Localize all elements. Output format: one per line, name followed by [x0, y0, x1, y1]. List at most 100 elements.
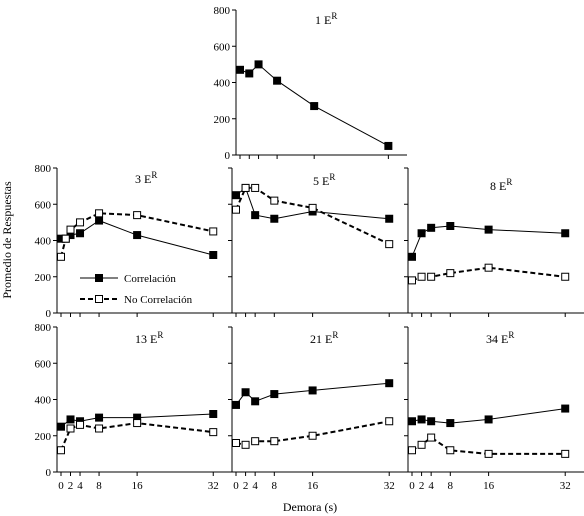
data-point-correlacion — [95, 216, 104, 225]
legend: Correlación No Correlación — [80, 273, 193, 306]
x-tick-label: 4 — [428, 480, 434, 492]
data-point-correlacion — [385, 214, 394, 223]
x-tick-label: 4 — [252, 480, 258, 492]
data-point-no-correlacion — [446, 446, 455, 455]
data-point-correlacion — [133, 231, 142, 240]
data-point-no-correlacion — [232, 205, 240, 214]
data-point-no-correlacion — [76, 218, 85, 227]
legend-marker — [95, 274, 103, 282]
legend-label: No Correlación — [124, 294, 193, 306]
data-point-no-correlacion — [385, 240, 394, 249]
data-point-no-correlacion — [251, 183, 260, 192]
data-point-correlacion — [232, 400, 240, 409]
data-point-correlacion — [446, 222, 455, 230]
legend-marker — [95, 295, 103, 303]
x-tick-label: 2 — [243, 480, 249, 492]
data-point-no-correlacion — [61, 234, 70, 243]
data-point-no-correlacion — [427, 433, 436, 442]
data-point-no-correlacion — [270, 196, 279, 205]
data-point-no-correlacion — [385, 417, 394, 426]
y-tick-label: 0 — [46, 308, 52, 320]
x-tick-label: 32 — [384, 480, 395, 492]
data-point-correlacion — [427, 417, 436, 426]
data-point-correlacion — [561, 404, 570, 413]
data-point-correlacion — [254, 60, 263, 69]
data-point-no-correlacion — [484, 263, 493, 272]
x-tick-label: 16 — [307, 480, 319, 492]
x-tick-label: 2 — [419, 480, 425, 492]
data-point-no-correlacion — [57, 252, 65, 261]
x-tick-label: 4 — [77, 480, 83, 492]
data-point-correlacion — [427, 223, 436, 232]
y-tick-label: 800 — [35, 163, 52, 175]
data-point-no-correlacion — [66, 225, 75, 234]
data-point-no-correlacion — [417, 440, 426, 449]
data-point-correlacion — [417, 415, 426, 424]
panel-label: 21 ER — [310, 330, 338, 346]
data-point-correlacion — [236, 65, 244, 74]
data-point-correlacion — [76, 229, 85, 238]
data-point-no-correlacion — [308, 203, 317, 212]
y-tick-label: 200 — [35, 272, 52, 284]
data-point-correlacion — [385, 379, 394, 388]
x-tick-label: 32 — [208, 480, 219, 492]
x-tick-label: 16 — [483, 480, 495, 492]
data-point-no-correlacion — [417, 272, 426, 281]
data-point-correlacion — [408, 417, 416, 426]
y-tick-label: 800 — [214, 5, 231, 17]
data-point-correlacion — [209, 410, 218, 418]
legend-label: Correlación — [124, 273, 176, 285]
data-point-correlacion — [251, 211, 260, 220]
panel-label: 1 ER — [315, 11, 337, 27]
x-tick-label: 0 — [233, 480, 239, 492]
panel: 0 2 4 8 16 32 34 ER — [404, 326, 584, 492]
panel-label: 34 ER — [486, 330, 514, 346]
data-point-correlacion — [273, 76, 282, 85]
x-tick-label: 0 — [58, 480, 64, 492]
panel: 0 200 400 600 800 3 ER — [35, 163, 232, 320]
y-tick-label: 0 — [46, 467, 52, 479]
data-point-no-correlacion — [133, 211, 142, 220]
panel: 0 200 400 600 800 1 ER — [214, 5, 407, 162]
data-point-correlacion — [245, 69, 254, 78]
data-point-no-correlacion — [57, 446, 65, 455]
data-point-correlacion — [209, 251, 218, 259]
data-point-no-correlacion — [133, 419, 142, 428]
data-point-correlacion — [484, 415, 493, 424]
y-tick-label: 400 — [35, 395, 52, 407]
data-point-correlacion — [308, 386, 317, 395]
data-point-no-correlacion — [308, 431, 317, 440]
x-tick-label: 2 — [68, 480, 74, 492]
data-point-correlacion — [561, 229, 570, 238]
y-tick-label: 800 — [35, 322, 52, 334]
data-point-no-correlacion — [408, 446, 416, 455]
data-point-no-correlacion — [427, 272, 436, 281]
data-point-no-correlacion — [241, 440, 250, 449]
panel-label: 8 ER — [490, 177, 512, 193]
x-tick-label: 8 — [448, 480, 454, 492]
panel-label: 5 ER — [313, 172, 335, 188]
y-tick-label: 600 — [214, 41, 231, 53]
panel-label: 13 ER — [135, 330, 163, 346]
y-tick-label: 600 — [35, 358, 52, 370]
data-point-no-correlacion — [95, 424, 104, 433]
data-point-correlacion — [95, 413, 104, 422]
data-point-correlacion — [384, 141, 393, 150]
data-point-correlacion — [66, 415, 75, 424]
data-point-no-correlacion — [241, 183, 250, 192]
y-tick-label: 400 — [35, 236, 52, 248]
data-point-correlacion — [310, 102, 319, 111]
x-tick-label: 16 — [132, 480, 144, 492]
panel: 0 2 4 8 16 32 21 ER — [228, 326, 408, 492]
data-point-correlacion — [270, 390, 279, 399]
x-tick-label: 32 — [560, 480, 571, 492]
data-point-no-correlacion — [232, 439, 240, 447]
data-point-no-correlacion — [484, 449, 493, 458]
data-point-no-correlacion — [270, 437, 279, 446]
x-tick-label: 0 — [409, 480, 415, 492]
data-point-correlacion — [417, 229, 426, 238]
x-tick-label: 8 — [96, 480, 102, 492]
y-tick-label: 200 — [214, 114, 231, 126]
data-point-no-correlacion — [95, 209, 104, 218]
